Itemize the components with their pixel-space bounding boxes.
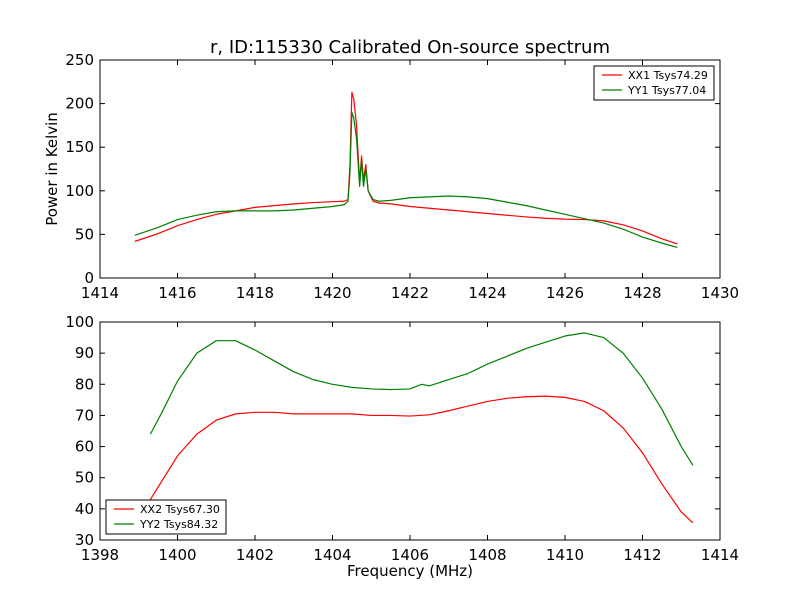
x-tick-label: 1400 [158,546,196,564]
x-tick-label: 1420 [313,284,351,302]
x-axis-label: Frequency (MHz) [347,562,473,580]
y-tick-label: 50 [75,469,94,487]
series-line-yy2 [149,332,694,466]
legend-label: YY1 Tsys77.04 [627,84,706,97]
legend-label: XX2 Tsys67.30 [140,503,220,516]
x-tick-label: 1398 [81,546,119,564]
y-tick-label: 50 [75,225,94,243]
x-tick-label: 1422 [391,284,429,302]
series-line-yy1 [134,111,678,249]
x-tick-label: 1428 [623,284,661,302]
top-spectrum-panel: 1414 1416 1418 1420 1422 1424 1426 1428 1430 0 50 1… [43,51,739,302]
x-tick-label: 1414 [701,546,739,564]
x-tick-label: 1416 [158,284,196,302]
x-tick-label: 1410 [546,546,584,564]
legend-label: YY2 Tsys84.32 [139,518,218,531]
y-tick-label: 70 [75,406,94,424]
y-tick-label: 0 [84,269,94,287]
y-tick-label: 90 [75,344,94,362]
y-tick-label: 60 [75,438,94,456]
y-tick-label: 100 [65,182,94,200]
figure-title: r, ID:115330 Calibrated On-source spectr… [210,37,610,58]
x-tick-label: 1412 [623,546,661,564]
y-tick-label: 40 [75,500,94,518]
y-axis-label: Power in Kelvin [43,112,61,226]
legend-box [593,65,715,101]
series-line-xx1 [134,91,678,245]
y-tick-label: 80 [75,375,94,393]
x-tick-label: 1426 [546,284,584,302]
y-tick-label: 150 [65,138,94,156]
x-tick-label: 1418 [236,284,274,302]
x-tick-label: 1404 [313,546,351,564]
series-line-xx2 [149,395,694,524]
bottom-spectrum-panel: 1398 1400 1402 1404 1406 1408 1410 1412 1414 30 40… [65,313,739,580]
y-tick-label: 100 [65,313,94,331]
x-tick-label: 1430 [701,284,739,302]
x-tick-label: 1414 [81,284,119,302]
legend-box [105,499,227,535]
x-tick-label: 1402 [236,546,274,564]
x-tick-label: 1424 [468,284,506,302]
x-tick-label: 1408 [468,546,506,564]
y-tick-label: 200 [65,95,94,113]
x-tick-label: 1406 [391,546,429,564]
y-tick-label: 250 [65,51,94,69]
legend-label: XX1 Tsys74.29 [628,69,708,82]
y-tick-label: 30 [75,531,94,549]
